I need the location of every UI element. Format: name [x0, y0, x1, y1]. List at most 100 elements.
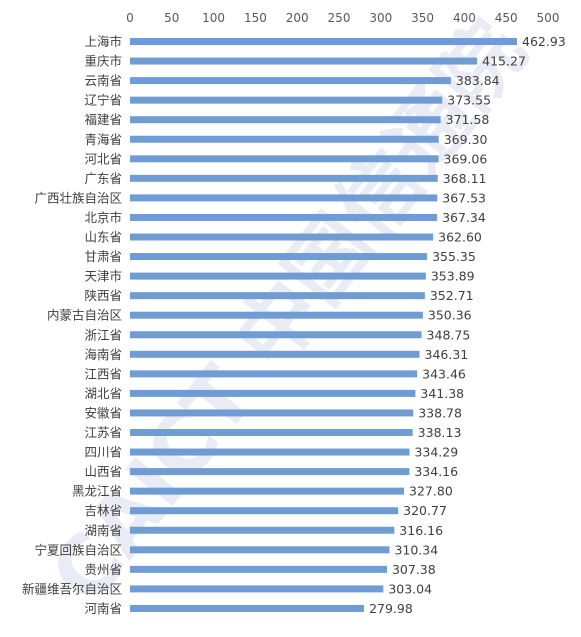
- category-label: 福建省: [84, 112, 122, 127]
- data-label: 334.29: [414, 445, 458, 460]
- x-tick-label: 150: [244, 11, 267, 25]
- data-label: 415.27: [482, 54, 526, 69]
- category-label: 海南省: [84, 347, 122, 362]
- x-tick-label: 300: [369, 11, 392, 25]
- bar: [130, 389, 416, 397]
- category-label: 甘肃省: [84, 249, 122, 264]
- bar: [130, 77, 451, 85]
- data-label: 367.53: [442, 190, 486, 205]
- bar: [130, 253, 428, 261]
- bar: [130, 272, 426, 280]
- data-label: 367.34: [442, 210, 486, 225]
- bar: [130, 292, 425, 300]
- bar-series: 上海市 462.93 重庆市 415.27 云南省 383.84 辽宁省 373.55 福建省 3…: [22, 34, 566, 616]
- bar: [130, 468, 410, 476]
- category-label: 贵州省: [84, 562, 122, 577]
- category-label: 广西壮族自治区: [34, 190, 122, 205]
- data-label: 303.04: [388, 581, 432, 596]
- bar: [130, 507, 399, 515]
- data-label: 373.55: [447, 93, 491, 108]
- bar: [130, 135, 439, 143]
- category-label: 宁夏回族自治区: [34, 542, 122, 557]
- bar: [130, 448, 410, 456]
- category-label: 河南省: [84, 601, 122, 616]
- x-tick-label: 0: [126, 11, 134, 25]
- bar: [130, 213, 438, 221]
- data-label: 279.98: [369, 601, 413, 616]
- data-label: 369.06: [444, 151, 488, 166]
- x-tick-label: 100: [202, 11, 225, 25]
- data-label: 310.34: [394, 542, 438, 557]
- data-label: 316.16: [399, 523, 443, 538]
- category-label: 吉林省: [84, 503, 122, 518]
- data-label: 307.38: [392, 562, 436, 577]
- data-label: 343.46: [422, 366, 466, 381]
- bar: [130, 331, 422, 339]
- data-label: 369.30: [444, 132, 488, 147]
- bar: [130, 350, 420, 358]
- x-tick-label: 350: [411, 11, 434, 25]
- data-label: 341.38: [420, 386, 464, 401]
- x-axis: 0 50 100 150 200 250 300 350 400 450 500: [126, 11, 559, 25]
- bar: [130, 38, 518, 45]
- category-label: 天津市: [84, 269, 122, 284]
- data-label: 334.16: [414, 464, 458, 479]
- category-label: 重庆市: [84, 54, 122, 69]
- data-label: 352.71: [430, 288, 474, 303]
- category-label: 湖北省: [84, 386, 122, 401]
- x-tick-label: 200: [286, 11, 309, 25]
- data-label: 353.89: [431, 269, 475, 284]
- bar: [130, 487, 405, 495]
- category-label: 北京市: [84, 210, 122, 225]
- data-label: 348.75: [427, 327, 471, 342]
- category-label: 陕西省: [84, 288, 122, 303]
- data-label: 462.93: [522, 34, 566, 49]
- category-label: 安徽省: [84, 405, 122, 420]
- bar: [130, 311, 423, 319]
- bar: [130, 233, 434, 241]
- data-label: 346.31: [425, 347, 469, 362]
- data-label: 338.13: [418, 425, 462, 440]
- bar: [130, 585, 384, 593]
- data-label: 362.60: [438, 230, 482, 245]
- category-label: 上海市: [84, 34, 122, 49]
- category-label: 青海省: [84, 132, 122, 147]
- bar: [130, 546, 390, 554]
- data-label: 338.78: [418, 405, 462, 420]
- x-tick-label: 450: [495, 11, 518, 25]
- data-label: 350.36: [428, 308, 472, 323]
- x-tick-label: 400: [453, 11, 476, 25]
- bar: [130, 194, 438, 202]
- category-label: 新疆维吾尔自治区: [22, 581, 122, 596]
- data-label: 371.58: [446, 112, 490, 127]
- bar: [130, 96, 443, 104]
- category-label: 江苏省: [84, 425, 122, 440]
- category-label: 辽宁省: [84, 93, 122, 108]
- data-label: 355.35: [432, 249, 476, 264]
- category-label: 四川省: [84, 445, 122, 460]
- category-label: 湖南省: [84, 523, 122, 538]
- category-label: 内蒙古自治区: [47, 308, 122, 323]
- bar: [130, 526, 395, 534]
- data-label: 383.84: [456, 73, 500, 88]
- bar: [130, 174, 438, 182]
- category-label: 山西省: [84, 464, 122, 479]
- bar: [130, 370, 418, 378]
- bar: [130, 155, 439, 163]
- bar: [130, 57, 478, 65]
- x-tick-label: 500: [537, 11, 560, 25]
- bar: [130, 604, 365, 612]
- data-label: 368.11: [443, 171, 487, 186]
- category-label: 云南省: [84, 73, 122, 88]
- category-label: 河北省: [84, 151, 122, 166]
- x-tick-label: 250: [328, 11, 351, 25]
- category-label: 浙江省: [84, 327, 122, 342]
- bar: [130, 429, 413, 436]
- category-label: 山东省: [84, 230, 122, 245]
- category-label: 黑龙江省: [72, 484, 122, 499]
- bar: [130, 409, 414, 417]
- x-tick-label: 50: [164, 11, 179, 25]
- bar: [130, 116, 441, 124]
- category-label: 广东省: [84, 171, 122, 186]
